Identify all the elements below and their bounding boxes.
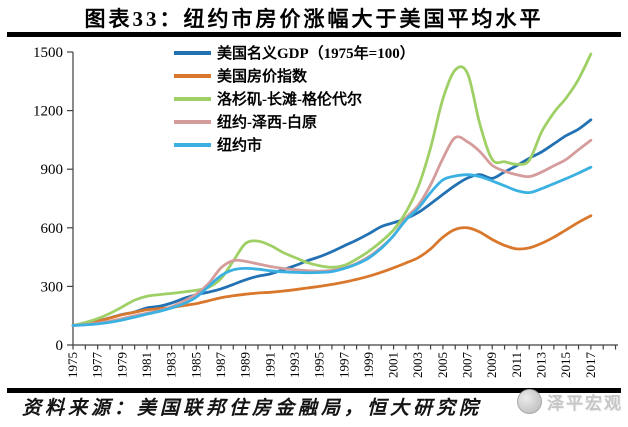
x-tick-label: 1985 bbox=[188, 352, 203, 378]
y-tick-label: 1500 bbox=[33, 45, 63, 61]
x-tick-label: 1981 bbox=[139, 352, 154, 378]
x-tick-label: 1991 bbox=[262, 352, 277, 378]
legend-label-0: 美国名义GDP（1975年=100） bbox=[217, 44, 415, 62]
x-tick-label: 2003 bbox=[410, 352, 425, 378]
x-tick-label: 2015 bbox=[558, 352, 573, 378]
x-tick-label: 2017 bbox=[583, 352, 598, 379]
x-tick-label: 1995 bbox=[312, 352, 327, 378]
series-line-4 bbox=[71, 165, 593, 327]
legend-label-4: 纽约市 bbox=[217, 136, 262, 154]
zeping-logo-icon bbox=[517, 389, 542, 414]
x-tick-label: 1975 bbox=[65, 352, 80, 378]
y-tick-label: 300 bbox=[41, 279, 64, 295]
watermark-text: 泽平宏观 bbox=[547, 394, 623, 413]
price-index-line-chart: 0 300 600 900 1200 1500 1975 1977 1979 1981 1983 19… bbox=[33, 44, 618, 379]
x-tick-label: 2009 bbox=[484, 352, 499, 378]
legend-label-1: 美国房价指数 bbox=[217, 67, 308, 85]
x-tick-label: 1977 bbox=[90, 352, 105, 379]
bottom-divider-bar bbox=[7, 388, 621, 393]
x-tick-label: 2007 bbox=[460, 352, 475, 379]
y-tick-label: 600 bbox=[41, 221, 64, 237]
x-tick-label: 1999 bbox=[361, 352, 376, 378]
x-tick-label: 2011 bbox=[509, 352, 524, 378]
x-tick-label: 1983 bbox=[164, 352, 179, 378]
legend-label-2: 洛杉矶-长滩-格伦代尔 bbox=[217, 90, 362, 108]
x-tick-label: 2001 bbox=[386, 352, 401, 378]
x-tick-label: 1987 bbox=[213, 352, 228, 379]
chart-title: 图表33：纽约市房价涨幅大于美国平均水平 bbox=[84, 7, 544, 31]
series-line-1 bbox=[71, 214, 593, 327]
x-tick-label: 1997 bbox=[336, 352, 351, 379]
x-tick-label: 1993 bbox=[287, 352, 302, 378]
y-tick-label: 900 bbox=[41, 162, 64, 178]
x-tick-label: 1989 bbox=[238, 352, 253, 378]
y-tick-label: 1200 bbox=[33, 104, 63, 120]
source-text: 资料来源：美国联邦住房金融局，恒大研究院 bbox=[22, 398, 483, 419]
watermark: 泽平宏观 bbox=[517, 389, 623, 414]
legend-label-3: 纽约-泽西-白原 bbox=[217, 113, 317, 131]
series-line-2 bbox=[71, 52, 593, 327]
x-tick-label: 2013 bbox=[534, 352, 549, 378]
top-divider-bar bbox=[7, 32, 621, 37]
x-tick-label: 1979 bbox=[114, 352, 129, 378]
x-tick-label: 2005 bbox=[435, 352, 450, 378]
y-tick-label: 0 bbox=[56, 338, 64, 354]
